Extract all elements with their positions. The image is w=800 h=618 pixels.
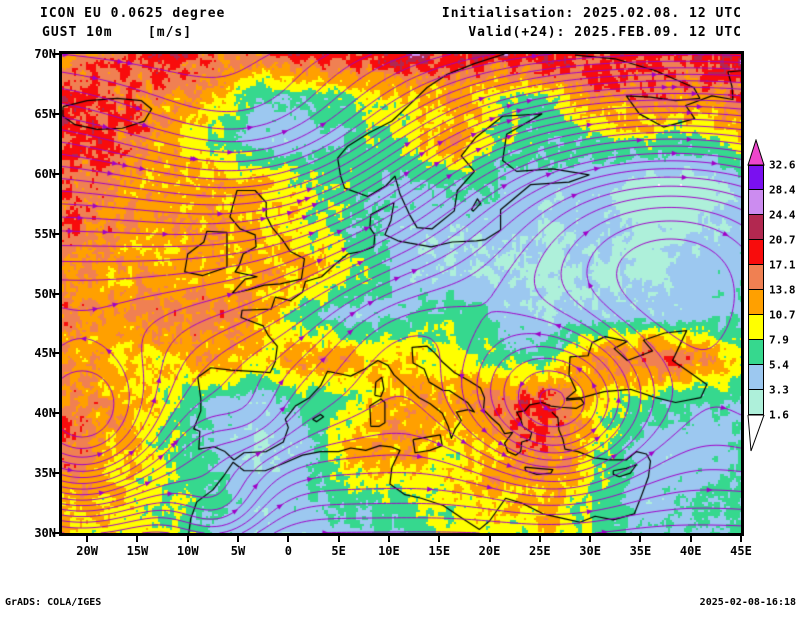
lon-tick: [438, 536, 441, 542]
lon-tick-label: 25E: [528, 544, 551, 558]
legend-color-block: [748, 365, 764, 390]
creation-timestamp: 2025-02-08-16:18: [699, 597, 796, 608]
legend-tick-label: 13.8: [769, 283, 796, 297]
lat-tick: [53, 53, 59, 55]
gust-map-canvas: [62, 54, 741, 533]
legend-tick-label: 1.6: [769, 408, 789, 422]
legend-tick-label: 3.3: [769, 383, 789, 397]
variable-title: GUST 10m [m/s]: [42, 25, 193, 40]
lon-tick: [689, 536, 692, 542]
lon-tick: [387, 536, 390, 542]
lat-tick-label: 70N: [34, 47, 56, 61]
lon-tick-label: 15W: [126, 544, 149, 558]
lon-tick: [538, 536, 541, 542]
legend-color-bar: [748, 165, 764, 415]
lon-tick-label: 20W: [76, 544, 98, 558]
legend-tick-label: 17.1: [769, 258, 796, 272]
lat-tick: [53, 412, 59, 415]
legend-tick-label: 20.7: [769, 233, 796, 247]
lat-tick-label: 50N: [34, 286, 56, 301]
lon-tick: [237, 536, 240, 542]
lon-tick: [136, 536, 139, 542]
lat-tick: [53, 352, 59, 355]
lon-tick: [589, 536, 592, 542]
lon-tick: [740, 536, 742, 542]
legend-top-arrow: [747, 139, 765, 166]
lat-tick: [53, 112, 59, 115]
lat-tick: [53, 292, 59, 295]
legend-color-block: [748, 390, 764, 415]
legend-color-block: [748, 215, 764, 240]
lat-tick: [53, 532, 59, 534]
lon-tick-label: 20E: [478, 544, 501, 558]
grads-credit: GrADS: COLA/IGES: [5, 597, 102, 608]
lat-tick-label: 40N: [34, 406, 56, 421]
lon-tick: [287, 536, 290, 542]
lon-tick-label: 15E: [428, 544, 451, 558]
lon-tick: [488, 536, 491, 542]
legend-tick-label: 24.4: [769, 208, 796, 222]
lat-tick-label: 60N: [34, 166, 56, 181]
lon-tick-label: 10W: [176, 544, 199, 558]
lon-tick: [337, 536, 340, 542]
lat-tick-label: 65N: [34, 106, 56, 121]
lon-tick-label: 35E: [629, 544, 652, 558]
legend-color-block: [748, 165, 764, 190]
lon-tick-label: 5E: [331, 544, 346, 558]
lon-tick-label: 40E: [679, 544, 702, 558]
lat-tick-label: 55N: [34, 226, 56, 241]
legend-bottom-arrow: [747, 415, 765, 452]
lon-tick-label: 5W: [230, 544, 246, 558]
legend-tick-label: 5.4: [769, 358, 789, 372]
legend-color-block: [748, 190, 764, 215]
lat-tick: [53, 172, 59, 175]
legend-color-block: [748, 265, 764, 290]
lat-tick-label: 45N: [34, 346, 56, 361]
lat-tick-label: 30N: [34, 526, 56, 540]
legend-color-block: [748, 290, 764, 315]
legend-color-block: [748, 340, 764, 365]
initialisation-label: Initialisation: 2025.02.08. 12 UTC: [441, 6, 742, 21]
lon-tick-label: 10E: [378, 544, 400, 558]
lon-tick: [639, 536, 642, 542]
legend-tick-label: 7.9: [769, 333, 789, 347]
lon-tick: [86, 536, 89, 542]
legend-tick-label: 10.7: [769, 308, 796, 322]
lat-tick-label: 35N: [34, 466, 56, 481]
legend-tick-label: 32.6: [769, 158, 796, 172]
lon-tick-label: 30E: [579, 544, 601, 558]
lon-tick: [186, 536, 189, 542]
lon-tick-label: 45E: [730, 544, 752, 558]
legend-color-block: [748, 240, 764, 265]
lat-tick: [53, 232, 59, 235]
lon-tick-label: 0: [284, 544, 292, 558]
legend-tick-label: 28.4: [769, 183, 796, 197]
lat-tick: [53, 472, 59, 475]
legend-color-block: [748, 315, 764, 340]
model-title: ICON EU 0.0625 degree: [40, 6, 226, 21]
valid-label: Valid(+24): 2025.FEB.09. 12 UTC: [468, 25, 742, 40]
